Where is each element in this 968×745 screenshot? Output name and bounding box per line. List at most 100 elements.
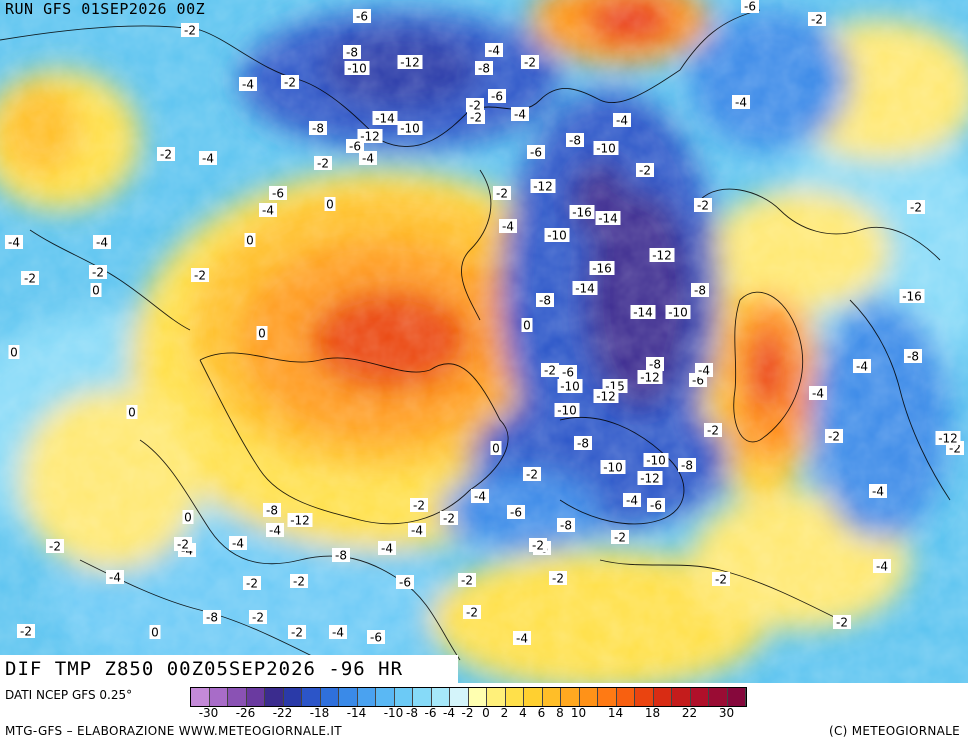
contour-value-label: -10 [557, 379, 583, 394]
contour-value-label: -2 [463, 605, 481, 620]
svg-text:-10: -10 [646, 454, 666, 468]
svg-text:-4: -4 [232, 537, 244, 551]
svg-text:0: 0 [184, 511, 192, 525]
svg-text:-2: -2 [544, 364, 556, 378]
svg-text:-16: -16 [572, 206, 592, 220]
svg-text:-4: -4 [96, 236, 108, 250]
svg-text:0: 0 [246, 234, 254, 248]
contour-value-label: -4 [623, 493, 641, 508]
svg-text:-4: -4 [262, 204, 274, 218]
svg-text:-10: -10 [668, 306, 688, 320]
color-scale-cell [561, 688, 580, 706]
svg-text:-4: -4 [109, 571, 121, 585]
color-scale-tick-label: 14 [607, 706, 624, 720]
contour-value-label: -2 [46, 539, 64, 554]
svg-text:-4: -4 [502, 220, 514, 234]
svg-text:-4: -4 [411, 524, 423, 538]
contour-value-label: -8 [332, 548, 350, 563]
svg-text:0: 0 [258, 327, 266, 341]
temperature-anomaly-map: -6 -2 -8 -10 -12 -4 -8 -2 -4 -2 -2 -8 -14 -10 -12 -6 -4-… [0, 0, 968, 683]
contour-value-label: -8 [566, 133, 584, 148]
svg-text:-6: -6 [650, 499, 662, 513]
contour-value-label: -2 [907, 200, 925, 215]
svg-text:-6: -6 [272, 187, 284, 201]
contour-value-label: -10 [665, 305, 691, 320]
contour-value-label: -4 [869, 484, 887, 499]
contour-value-label: -2 [89, 265, 107, 280]
svg-text:-4: -4 [8, 236, 20, 250]
contour-value-label: -2 [694, 198, 712, 213]
color-scale-cell [487, 688, 506, 706]
svg-text:-10: -10 [400, 122, 420, 136]
contour-value-label: -2 [549, 571, 567, 586]
svg-text:-2: -2 [466, 606, 478, 620]
color-scale-tick-label: -26 [235, 706, 256, 720]
svg-text:-6: -6 [692, 374, 704, 388]
contour-value-label: 0 [324, 197, 336, 212]
map-title: DIF TMP Z850 00Z05SEP2026 -96 HR [0, 655, 458, 683]
color-scale-tick-label: 8 [556, 706, 564, 720]
color-scale-tick-label: 4 [519, 706, 527, 720]
color-scale-cell [246, 688, 265, 706]
contour-value-label: -4 [613, 113, 631, 128]
contour-value-label: -12 [637, 370, 663, 385]
contour-value-label: -4 [471, 489, 489, 504]
svg-text:-8: -8 [335, 549, 347, 563]
color-scale-cell [635, 688, 654, 706]
svg-text:-2: -2 [614, 531, 626, 545]
svg-text:-2: -2 [194, 269, 206, 283]
svg-text:-14: -14 [633, 306, 653, 320]
contour-value-label: -8 [678, 458, 696, 473]
svg-text:-2: -2 [949, 442, 961, 456]
svg-text:-2: -2 [293, 575, 305, 589]
contour-value-label: -6 [346, 139, 364, 154]
color-scale-tick-label: -8 [406, 706, 418, 720]
svg-text:-10: -10 [547, 229, 567, 243]
svg-text:-6: -6 [510, 506, 522, 520]
svg-text:-8: -8 [649, 358, 661, 372]
contour-value-label: -2 [410, 498, 428, 513]
color-scale-tick-label: -6 [424, 706, 437, 720]
contour-value-label: -2 [523, 467, 541, 482]
svg-text:-4: -4 [616, 114, 628, 128]
contour-value-label: -12 [649, 248, 675, 263]
color-scale-cell [524, 688, 543, 706]
contour-value-label: -10 [600, 460, 626, 475]
svg-text:-12: -12 [290, 514, 310, 528]
color-scale-cell [191, 688, 210, 706]
contour-value-label: -2 [466, 98, 484, 113]
contour-value-label: -4 [239, 77, 257, 92]
color-scale-cell [727, 688, 746, 706]
svg-text:-4: -4 [698, 364, 710, 378]
svg-text:-4: -4 [474, 490, 486, 504]
svg-text:-4: -4 [381, 542, 393, 556]
color-scale-cell [468, 688, 487, 706]
contour-value-label: -12 [397, 55, 423, 70]
contour-value-label: -10 [554, 403, 580, 418]
svg-text:-2: -2 [910, 201, 922, 215]
contour-value-label: -4 [511, 107, 529, 122]
contour-value-label: 0 [126, 405, 138, 420]
contour-value-label: -8 [904, 349, 922, 364]
svg-text:0: 0 [151, 626, 159, 640]
contour-value-label: -2 [314, 156, 332, 171]
contour-value-label: -2 [21, 271, 39, 286]
contour-value-label: -2 [541, 363, 559, 378]
color-scale-cell [542, 688, 561, 706]
map-canvas: -6-2-8-10 -12-4-8 -2-4 -2-2-8-14-10-12-6-4-… [0, 0, 968, 683]
contour-value-label: -10 [344, 61, 370, 76]
color-scale-cell [616, 688, 635, 706]
svg-text:-12: -12 [652, 249, 672, 263]
svg-text:-2: -2 [715, 573, 727, 587]
svg-text:-2: -2 [470, 111, 482, 125]
contour-value-label: -4 [809, 386, 827, 401]
contour-value-label: -2 [521, 55, 539, 70]
contour-value-label: -12 [637, 471, 663, 486]
contour-value-label: -2 [174, 537, 192, 552]
color-scale-cell [413, 688, 432, 706]
color-scale-tick-label: 10 [570, 706, 587, 720]
svg-text:0: 0 [492, 442, 500, 456]
color-scale-cell [653, 688, 672, 706]
svg-text:-14: -14 [375, 112, 395, 126]
svg-text:-2: -2 [252, 611, 264, 625]
